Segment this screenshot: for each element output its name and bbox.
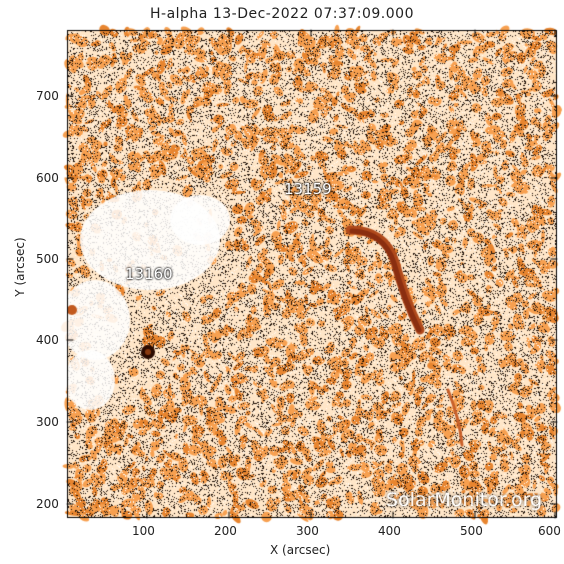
image-title: H-alpha 13-Dec-2022 07:37:09.000 <box>150 6 414 22</box>
x-tick-400: 400 <box>378 524 401 538</box>
y-tick-700: 700 <box>36 89 59 103</box>
y-tick-500: 500 <box>36 252 59 266</box>
x-axis-label: X (arcsec) <box>270 543 331 557</box>
x-tick-200: 200 <box>214 524 237 538</box>
solarmonitor-watermark: SolarMonitor.org <box>386 489 543 511</box>
region-label-13159: 13159 <box>284 180 332 198</box>
y-tick-400: 400 <box>36 333 59 347</box>
x-tick-500: 500 <box>460 524 483 538</box>
y-axis-label: Y (arcsec) <box>13 237 27 297</box>
region-label-13160: 13160 <box>125 265 173 283</box>
x-tick-600: 600 <box>538 524 561 538</box>
y-tick-600: 600 <box>36 171 59 185</box>
y-tick-200: 200 <box>36 497 59 511</box>
x-tick-300: 300 <box>296 524 319 538</box>
y-tick-300: 300 <box>36 415 59 429</box>
x-tick-100: 100 <box>132 524 155 538</box>
